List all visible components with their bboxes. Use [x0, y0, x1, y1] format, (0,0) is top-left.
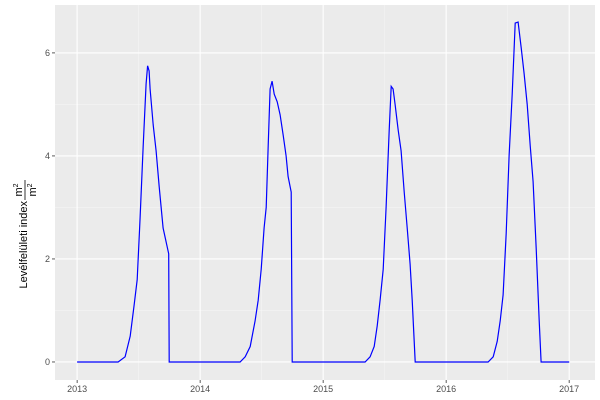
y-unit-numerator: m2: [13, 183, 25, 196]
x-tick-label: 2015: [313, 384, 333, 394]
y-tick-label: 6: [45, 48, 50, 58]
y-axis-label: Levélfelületi index m2 m2: [13, 180, 39, 288]
y-tick-label: 2: [45, 254, 50, 264]
x-tick-label: 2016: [436, 384, 456, 394]
plot-panel: [55, 5, 595, 380]
axes: 2013 2014 2015 2016 2017 0 2 4 6: [45, 48, 579, 394]
series-line: [77, 21, 570, 363]
y-unit-denominator: m2: [27, 183, 39, 196]
x-tick-label: 2013: [67, 384, 87, 394]
y-tick-label: 0: [45, 357, 50, 367]
grid: [55, 5, 595, 380]
x-tick-label: 2014: [190, 384, 210, 394]
y-axis-title: Levélfelületi index: [18, 201, 30, 289]
y-tick-label: 4: [45, 151, 50, 161]
x-tick-label: 2017: [559, 384, 579, 394]
